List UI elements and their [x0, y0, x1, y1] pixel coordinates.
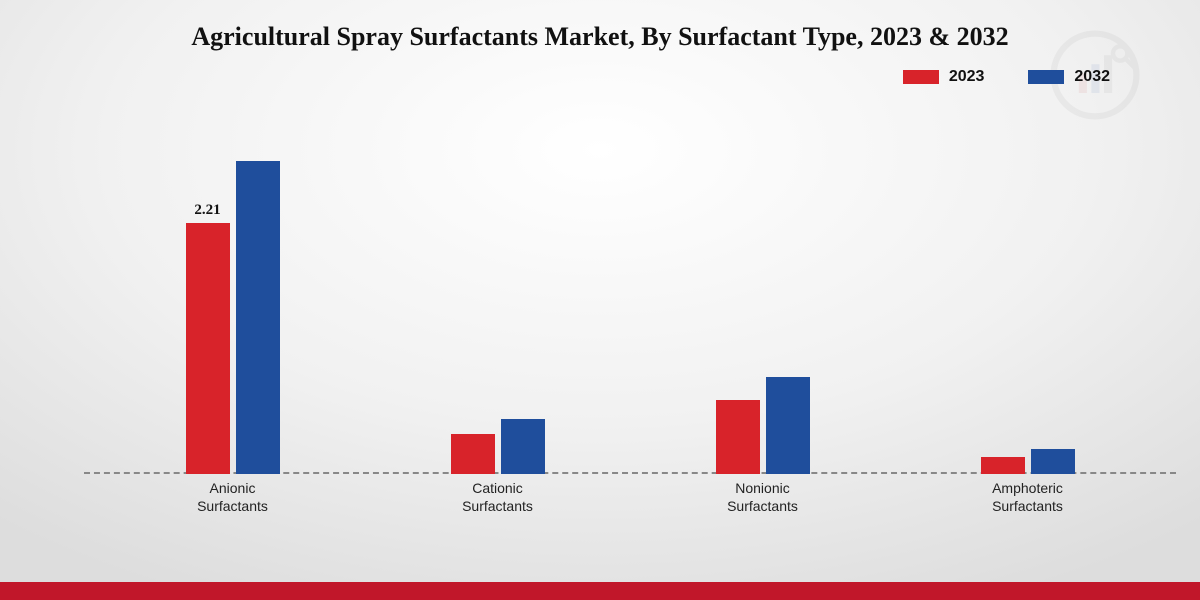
bar-amphoteric-2032 — [1031, 449, 1075, 474]
group-anionic: 2.21 — [100, 110, 365, 474]
bar-groups: 2.21 — [100, 110, 1160, 474]
bar-nonionic-2032 — [766, 377, 810, 474]
legend-label-2023: 2023 — [949, 68, 985, 86]
data-label-anionic-2023: 2.21 — [194, 202, 220, 223]
legend-swatch-2032 — [1028, 70, 1064, 84]
legend-item-2032: 2032 — [1028, 68, 1110, 86]
bar-cationic-2032 — [501, 419, 545, 474]
bar-anionic-2023: 2.21 — [186, 223, 230, 474]
xtick-anionic: Anionic Surfactants — [100, 474, 365, 520]
legend-label-2032: 2032 — [1074, 68, 1110, 86]
group-amphoteric — [895, 110, 1160, 474]
legend: 2023 2032 — [903, 68, 1110, 86]
legend-item-2023: 2023 — [903, 68, 985, 86]
group-nonionic — [630, 110, 895, 474]
bar-nonionic-2023 — [716, 400, 760, 474]
legend-swatch-2023 — [903, 70, 939, 84]
chart-title: Agricultural Spray Surfactants Market, B… — [0, 22, 1200, 52]
bar-cationic-2023 — [451, 434, 495, 474]
xtick-cationic: Cationic Surfactants — [365, 474, 630, 520]
xtick-nonionic: Nonionic Surfactants — [630, 474, 895, 520]
x-axis-ticks: Anionic Surfactants Cationic Surfactants… — [100, 474, 1160, 520]
group-cationic — [365, 110, 630, 474]
footer-accent-bar — [0, 582, 1200, 600]
xtick-amphoteric: Amphoteric Surfactants — [895, 474, 1160, 520]
bar-amphoteric-2023 — [981, 457, 1025, 474]
bar-anionic-2032 — [236, 161, 280, 474]
plot-area: 2.21 Anionic Surfactants Cationic Surfac… — [100, 110, 1160, 520]
